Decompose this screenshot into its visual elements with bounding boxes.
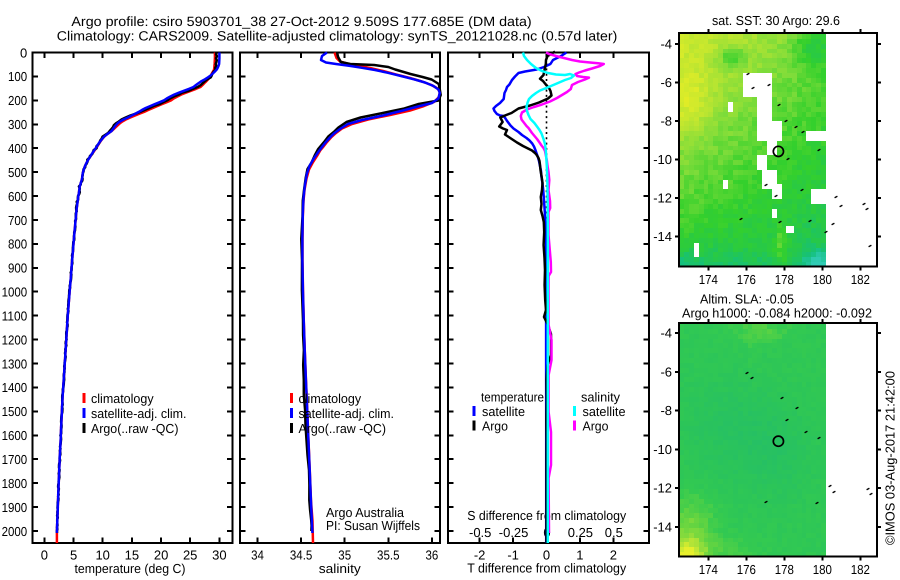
- svg-text:5: 5: [70, 548, 77, 563]
- svg-text:0: 0: [41, 548, 48, 563]
- svg-text:-14: -14: [653, 520, 672, 535]
- svg-text:174: 174: [699, 562, 718, 577]
- svg-text:salinity: salinity: [319, 561, 362, 576]
- svg-text:400: 400: [8, 141, 27, 156]
- svg-text:-4: -4: [660, 37, 672, 52]
- svg-text:-12: -12: [653, 481, 672, 496]
- svg-text:30: 30: [212, 548, 226, 563]
- svg-text:-10: -10: [653, 152, 672, 167]
- svg-text:Argo(..raw -QC): Argo(..raw -QC): [299, 421, 387, 436]
- svg-text:178: 178: [775, 562, 794, 577]
- svg-text:Argo(..raw -QC): Argo(..raw -QC): [91, 421, 179, 436]
- svg-text:176: 176: [737, 562, 756, 577]
- svg-text:182: 182: [851, 562, 870, 577]
- svg-text:1000: 1000: [2, 285, 28, 300]
- svg-text:176: 176: [737, 272, 756, 287]
- svg-text:-12: -12: [653, 191, 672, 206]
- svg-text:1100: 1100: [2, 309, 28, 324]
- svg-text:1300: 1300: [2, 356, 28, 371]
- svg-text:satellite: satellite: [482, 404, 525, 419]
- svg-text:-6: -6: [660, 364, 672, 379]
- svg-text:Argo Australia: Argo Australia: [326, 505, 405, 520]
- svg-text:1500: 1500: [2, 404, 28, 419]
- svg-text:Climatology: CARS2009. Satelli: Climatology: CARS2009. Satellite-adjuste…: [57, 28, 618, 43]
- svg-text:34.5: 34.5: [290, 548, 313, 563]
- svg-text:182: 182: [851, 272, 870, 287]
- svg-text:-0.5: -0.5: [469, 525, 491, 540]
- svg-text:1: 1: [576, 548, 583, 563]
- svg-text:1900: 1900: [2, 500, 28, 515]
- svg-text:25: 25: [183, 548, 197, 563]
- svg-text:-4: -4: [660, 326, 672, 341]
- svg-text:36: 36: [426, 548, 439, 563]
- svg-text:Argo h1000: -0.084 h2000: -0.0: Argo h1000: -0.084 h2000: -0.092: [682, 305, 872, 320]
- svg-text:Argo profile: csiro 5903701_38: Argo profile: csiro 5903701_38 27-Oct-20…: [71, 14, 531, 29]
- svg-text:34: 34: [251, 548, 264, 563]
- svg-text:200: 200: [8, 93, 27, 108]
- svg-text:satellite: satellite: [583, 404, 626, 419]
- svg-text:1400: 1400: [2, 380, 28, 395]
- svg-text:0: 0: [20, 45, 27, 60]
- svg-text:-10: -10: [653, 442, 672, 457]
- svg-text:©IMOS 03-Aug-2017 21:42:00: ©IMOS 03-Aug-2017 21:42:00: [883, 371, 898, 545]
- svg-text:600: 600: [8, 189, 27, 204]
- svg-text:-8: -8: [660, 114, 672, 129]
- svg-text:0.5: 0.5: [605, 525, 623, 540]
- svg-text:-1: -1: [507, 548, 519, 563]
- svg-text:salinity: salinity: [581, 390, 620, 405]
- svg-text:-2: -2: [474, 548, 486, 563]
- svg-text:2000: 2000: [2, 524, 28, 539]
- svg-text:800: 800: [8, 237, 27, 252]
- svg-text:temperature: temperature: [481, 390, 544, 405]
- svg-text:Argo: Argo: [482, 419, 508, 434]
- svg-text:300: 300: [8, 117, 27, 132]
- svg-text:Altim. SLA: -0.05: Altim. SLA: -0.05: [700, 292, 794, 307]
- svg-text:T difference from climatology: T difference from climatology: [467, 561, 626, 576]
- svg-text:Argo: Argo: [583, 419, 609, 434]
- svg-text:-8: -8: [660, 403, 672, 418]
- svg-text:0.25: 0.25: [568, 525, 593, 540]
- svg-text:satellite-adj. clim.: satellite-adj. clim.: [91, 406, 187, 421]
- svg-text:climatology: climatology: [91, 391, 154, 406]
- svg-text:1600: 1600: [2, 428, 28, 443]
- svg-text:climatology: climatology: [299, 391, 362, 406]
- svg-text:900: 900: [8, 261, 27, 276]
- svg-text:100: 100: [8, 69, 27, 84]
- svg-text:1800: 1800: [2, 476, 28, 491]
- svg-text:1200: 1200: [2, 332, 28, 347]
- svg-text:-14: -14: [653, 229, 672, 244]
- svg-text:satellite-adj. clim.: satellite-adj. clim.: [299, 406, 395, 421]
- svg-text:700: 700: [8, 213, 27, 228]
- svg-text:temperature (deg C): temperature (deg C): [75, 561, 186, 576]
- svg-text:0: 0: [543, 548, 550, 563]
- svg-text:PI: Susan Wijffels: PI: Susan Wijffels: [326, 518, 420, 533]
- svg-text:35.5: 35.5: [377, 548, 400, 563]
- svg-text:sat. SST: 30 Argo: 29.6: sat. SST: 30 Argo: 29.6: [712, 13, 840, 28]
- svg-text:-6: -6: [660, 75, 672, 90]
- svg-text:174: 174: [699, 272, 718, 287]
- svg-text:-0.25: -0.25: [499, 525, 529, 540]
- svg-text:15: 15: [125, 548, 139, 563]
- svg-text:180: 180: [813, 562, 832, 577]
- svg-text:10: 10: [95, 548, 109, 563]
- svg-text:1700: 1700: [2, 452, 28, 467]
- svg-text:180: 180: [813, 272, 832, 287]
- svg-text:178: 178: [775, 272, 794, 287]
- svg-text:20: 20: [154, 548, 168, 563]
- svg-text:2: 2: [610, 548, 617, 563]
- svg-text:500: 500: [8, 165, 27, 180]
- svg-text:35: 35: [338, 548, 351, 563]
